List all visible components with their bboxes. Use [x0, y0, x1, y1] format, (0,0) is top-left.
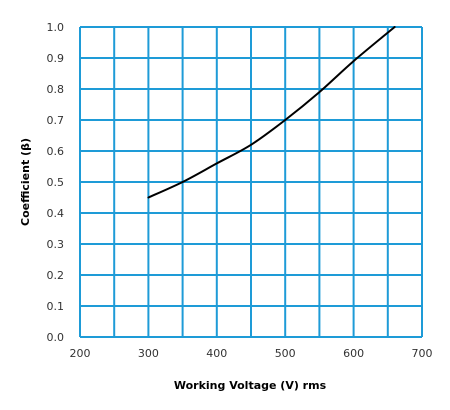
series-line — [147, 26, 396, 199]
series-layer — [147, 26, 396, 199]
y-tick-label: 0.5 — [47, 176, 65, 189]
y-axis-title: Coefficient (β) — [19, 138, 32, 226]
tick-labels: 200 300 400 500 600 700 0.0 0.1 0.2 0.3 0.4 0.5 0.6 0… — [47, 21, 433, 360]
x-tick-label: 400 — [206, 347, 227, 360]
y-tick-label: 0.0 — [47, 331, 65, 344]
y-tick-label: 0.1 — [47, 300, 65, 313]
y-tick-label: 0.9 — [47, 52, 65, 65]
y-tick-label: 0.3 — [47, 238, 65, 251]
x-axis-title: Working Voltage (V) rms — [174, 379, 327, 392]
y-tick-label: 0.4 — [47, 207, 65, 220]
y-tick-label: 0.2 — [47, 269, 65, 282]
x-tick-label: 600 — [343, 347, 364, 360]
y-tick-label: 1.0 — [47, 21, 65, 34]
y-tick-label: 0.7 — [47, 114, 65, 127]
y-tick-label: 0.8 — [47, 83, 65, 96]
y-tick-label: 0.6 — [47, 145, 65, 158]
x-tick-label: 300 — [138, 347, 159, 360]
x-tick-label: 700 — [412, 347, 433, 360]
chart-grid — [79, 26, 423, 338]
x-tick-label: 200 — [70, 347, 91, 360]
x-tick-label: 500 — [275, 347, 296, 360]
